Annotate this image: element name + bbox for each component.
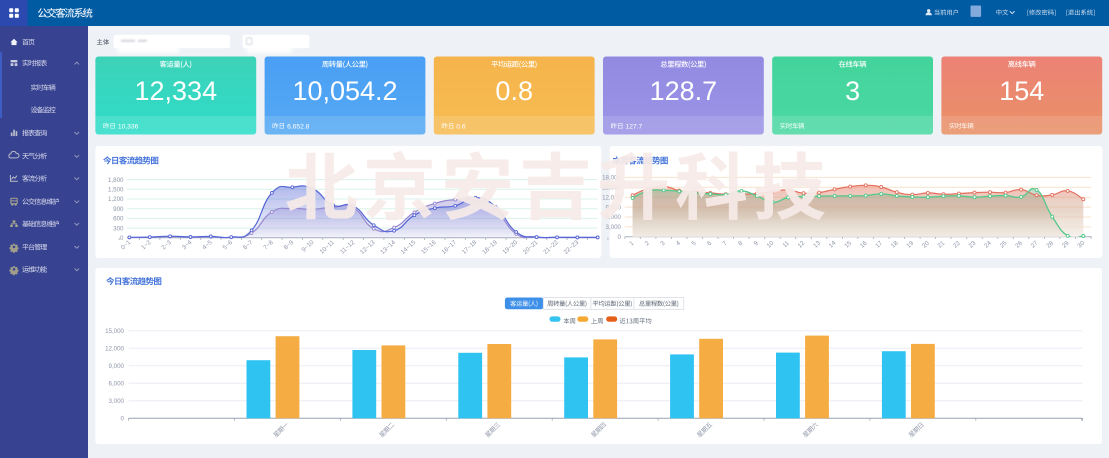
svg-text:15,000: 15,000 [105, 328, 124, 335]
svg-text:8: 8 [737, 239, 745, 247]
svg-text:600: 600 [113, 216, 124, 223]
svg-text:0: 0 [121, 416, 125, 423]
svg-text:3,000: 3,000 [606, 224, 622, 231]
svg-text:10,336: 10,336 [118, 123, 139, 130]
svg-text:26: 26 [1014, 239, 1024, 249]
svg-text:12,334: 12,334 [135, 76, 218, 106]
svg-text:1,500: 1,500 [108, 187, 124, 194]
svg-text:5: 5 [690, 239, 698, 247]
svg-text:1,800: 1,800 [108, 177, 124, 184]
svg-text:10: 10 [766, 239, 776, 249]
svg-text:7: 7 [721, 239, 729, 247]
svg-text:1: 1 [628, 239, 636, 247]
svg-text:21: 21 [936, 239, 946, 249]
svg-text:12: 12 [797, 239, 807, 249]
svg-text:3: 3 [659, 239, 667, 247]
svg-text:29: 29 [1061, 239, 1071, 249]
svg-text:0: 0 [120, 235, 124, 242]
svg-text:17: 17 [874, 239, 884, 249]
svg-text:6,652.8: 6,652.8 [287, 123, 310, 130]
svg-text:154: 154 [999, 76, 1044, 106]
svg-text:3: 3 [845, 76, 860, 106]
svg-text:11: 11 [781, 239, 791, 249]
svg-text:3,000: 3,000 [109, 398, 125, 405]
svg-text:127.7: 127.7 [626, 123, 643, 130]
svg-text:12,000: 12,000 [105, 346, 124, 353]
svg-text:10,054.2: 10,054.2 [292, 76, 397, 106]
svg-text:0: 0 [618, 234, 622, 241]
svg-text:4: 4 [675, 239, 683, 247]
svg-text:13: 13 [812, 239, 822, 249]
svg-text:15: 15 [843, 239, 853, 249]
svg-text:23: 23 [968, 239, 978, 249]
svg-text:25: 25 [999, 239, 1009, 249]
svg-text:128.7: 128.7 [650, 76, 718, 106]
svg-text:18,000: 18,000 [602, 175, 621, 182]
svg-text:6: 6 [706, 239, 714, 247]
svg-text:0.6: 0.6 [456, 123, 466, 130]
svg-text:24: 24 [983, 239, 993, 249]
svg-text:14: 14 [828, 239, 838, 249]
svg-text:27: 27 [1030, 239, 1040, 249]
svg-text:16: 16 [859, 239, 869, 249]
svg-text:1,200: 1,200 [108, 196, 124, 203]
svg-text:0.8: 0.8 [495, 76, 533, 106]
svg-text:900: 900 [113, 206, 124, 213]
svg-text:12,000: 12,000 [602, 194, 621, 201]
svg-text:9,000: 9,000 [109, 363, 125, 370]
svg-text:300: 300 [113, 225, 124, 232]
svg-text:22: 22 [952, 239, 962, 249]
svg-text:19: 19 [905, 239, 915, 249]
svg-text:18: 18 [890, 239, 900, 249]
svg-text:30: 30 [1076, 239, 1086, 249]
svg-text:28: 28 [1045, 239, 1055, 249]
svg-text:2: 2 [644, 239, 652, 247]
svg-text:6,000: 6,000 [109, 381, 125, 388]
svg-text:6,000: 6,000 [606, 214, 622, 221]
svg-text:9: 9 [752, 239, 760, 247]
svg-text:20: 20 [921, 239, 931, 249]
